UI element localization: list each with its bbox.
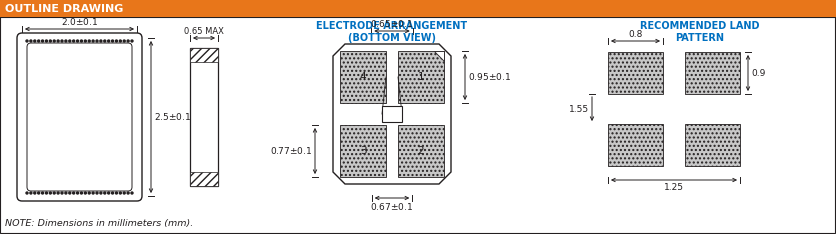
Text: 0.95$\pm$0.1: 0.95$\pm$0.1 <box>468 72 511 83</box>
Circle shape <box>92 40 94 42</box>
Circle shape <box>30 40 32 42</box>
Circle shape <box>45 40 48 42</box>
Text: 3: 3 <box>359 146 366 156</box>
Circle shape <box>120 192 121 194</box>
Circle shape <box>127 192 129 194</box>
FancyBboxPatch shape <box>17 33 142 201</box>
Circle shape <box>49 40 51 42</box>
Circle shape <box>99 40 102 42</box>
Bar <box>398 125 444 177</box>
Circle shape <box>65 192 67 194</box>
Circle shape <box>49 192 51 194</box>
Circle shape <box>123 40 125 42</box>
Circle shape <box>30 192 32 194</box>
Text: 2.0$\pm$0.1: 2.0$\pm$0.1 <box>61 16 98 27</box>
Circle shape <box>61 40 63 42</box>
Text: 0.67$\pm$0.1: 0.67$\pm$0.1 <box>370 201 414 212</box>
Circle shape <box>33 192 36 194</box>
Bar <box>685 124 740 166</box>
Circle shape <box>96 192 98 194</box>
Bar <box>190 48 218 62</box>
Text: 2: 2 <box>418 146 425 156</box>
Circle shape <box>57 192 59 194</box>
Text: OUTLINE DRAWING: OUTLINE DRAWING <box>5 4 124 14</box>
Bar <box>382 106 402 122</box>
Polygon shape <box>333 44 451 184</box>
Bar <box>190 48 218 186</box>
Circle shape <box>115 40 117 42</box>
Circle shape <box>89 40 90 42</box>
Circle shape <box>65 40 67 42</box>
Text: 1.55: 1.55 <box>568 105 589 113</box>
Circle shape <box>42 40 43 42</box>
Circle shape <box>69 192 71 194</box>
Bar <box>340 51 386 103</box>
Bar <box>190 172 218 186</box>
Circle shape <box>54 192 55 194</box>
Bar <box>340 125 386 177</box>
Circle shape <box>80 192 83 194</box>
Text: 1: 1 <box>418 72 425 82</box>
Bar <box>608 52 663 94</box>
Circle shape <box>38 40 39 42</box>
Text: 4: 4 <box>359 72 366 82</box>
Bar <box>398 51 444 103</box>
Text: NOTE: Dimensions in millimeters (mm).: NOTE: Dimensions in millimeters (mm). <box>5 219 193 228</box>
Circle shape <box>111 40 114 42</box>
Circle shape <box>127 40 129 42</box>
Text: 0.8: 0.8 <box>629 30 643 39</box>
Circle shape <box>99 192 102 194</box>
Circle shape <box>96 40 98 42</box>
Circle shape <box>57 40 59 42</box>
Circle shape <box>80 40 83 42</box>
Circle shape <box>108 192 110 194</box>
Bar <box>685 52 740 94</box>
Circle shape <box>73 40 74 42</box>
Circle shape <box>69 40 71 42</box>
Text: ELECTRODE ARRANGEMENT
(BOTTOM VIEW): ELECTRODE ARRANGEMENT (BOTTOM VIEW) <box>317 21 467 43</box>
Circle shape <box>84 40 86 42</box>
Circle shape <box>33 40 36 42</box>
Circle shape <box>42 192 43 194</box>
Circle shape <box>38 192 39 194</box>
Text: RECOMMENDED LAND
PATTERN: RECOMMENDED LAND PATTERN <box>640 21 760 43</box>
Circle shape <box>104 192 106 194</box>
Circle shape <box>73 192 74 194</box>
Circle shape <box>77 40 79 42</box>
Bar <box>0 0 836 17</box>
Circle shape <box>89 192 90 194</box>
Circle shape <box>115 192 117 194</box>
Text: 0.77$\pm$0.1: 0.77$\pm$0.1 <box>270 146 312 157</box>
Circle shape <box>77 192 79 194</box>
Text: 2.5$\pm$0.1: 2.5$\pm$0.1 <box>154 111 191 123</box>
Bar <box>608 124 663 166</box>
Text: 0.65$\pm$0.1: 0.65$\pm$0.1 <box>370 18 414 29</box>
Circle shape <box>45 192 48 194</box>
Text: 0.65 MAX: 0.65 MAX <box>184 27 224 36</box>
Text: 1.25: 1.25 <box>664 183 684 192</box>
Circle shape <box>92 192 94 194</box>
Circle shape <box>26 40 28 42</box>
Circle shape <box>131 192 133 194</box>
Polygon shape <box>434 51 444 61</box>
Circle shape <box>108 40 110 42</box>
Circle shape <box>26 192 28 194</box>
Circle shape <box>84 192 86 194</box>
FancyBboxPatch shape <box>27 43 132 191</box>
Circle shape <box>120 40 121 42</box>
Circle shape <box>123 192 125 194</box>
Circle shape <box>54 40 55 42</box>
Circle shape <box>61 192 63 194</box>
Text: 0.9: 0.9 <box>751 69 766 77</box>
Circle shape <box>104 40 106 42</box>
Circle shape <box>111 192 114 194</box>
Circle shape <box>131 40 133 42</box>
